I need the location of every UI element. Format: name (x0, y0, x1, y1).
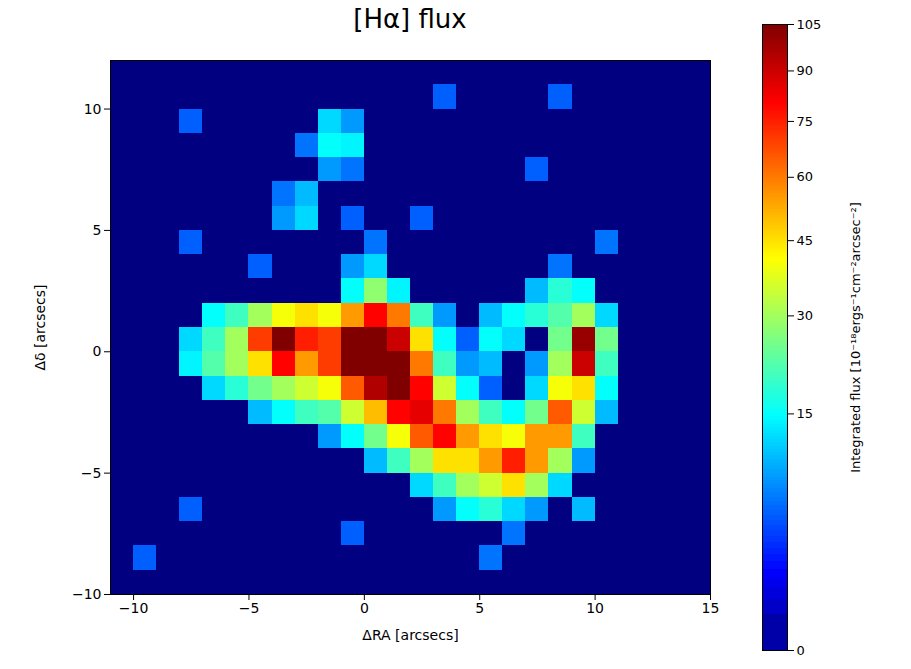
svg-text:5: 5 (475, 600, 484, 616)
svg-text:0: 0 (360, 600, 369, 616)
svg-text:ΔRA [arcsecs]: ΔRA [arcsecs] (362, 627, 458, 643)
svg-text:−10: −10 (119, 600, 149, 616)
svg-text:−10: −10 (72, 586, 102, 602)
svg-text:75: 75 (797, 114, 814, 129)
svg-text:90: 90 (797, 63, 814, 78)
svg-text:5: 5 (93, 222, 102, 238)
svg-text:105: 105 (797, 17, 822, 32)
svg-text:15: 15 (702, 600, 720, 616)
svg-text:Integrated flux [10⁻¹⁸ergs⁻¹cm: Integrated flux [10⁻¹⁸ergs⁻¹cm⁻²arcsec⁻²… (848, 202, 863, 473)
svg-text:0: 0 (797, 643, 805, 658)
svg-text:−5: −5 (239, 600, 260, 616)
html-text:[Hα] flux: [Hα] flux (353, 4, 467, 34)
svg-text:0: 0 (93, 343, 102, 359)
svg-text:15: 15 (797, 406, 814, 421)
svg-text:10: 10 (84, 101, 102, 117)
svg-text:30: 30 (797, 308, 814, 323)
svg-text:Δδ [arcsecs]: Δδ [arcsecs] (32, 284, 48, 370)
svg-text:60: 60 (797, 169, 814, 184)
svg-text:10: 10 (586, 600, 604, 616)
svg-text:−5: −5 (81, 465, 102, 481)
svg-text:45: 45 (797, 233, 814, 248)
